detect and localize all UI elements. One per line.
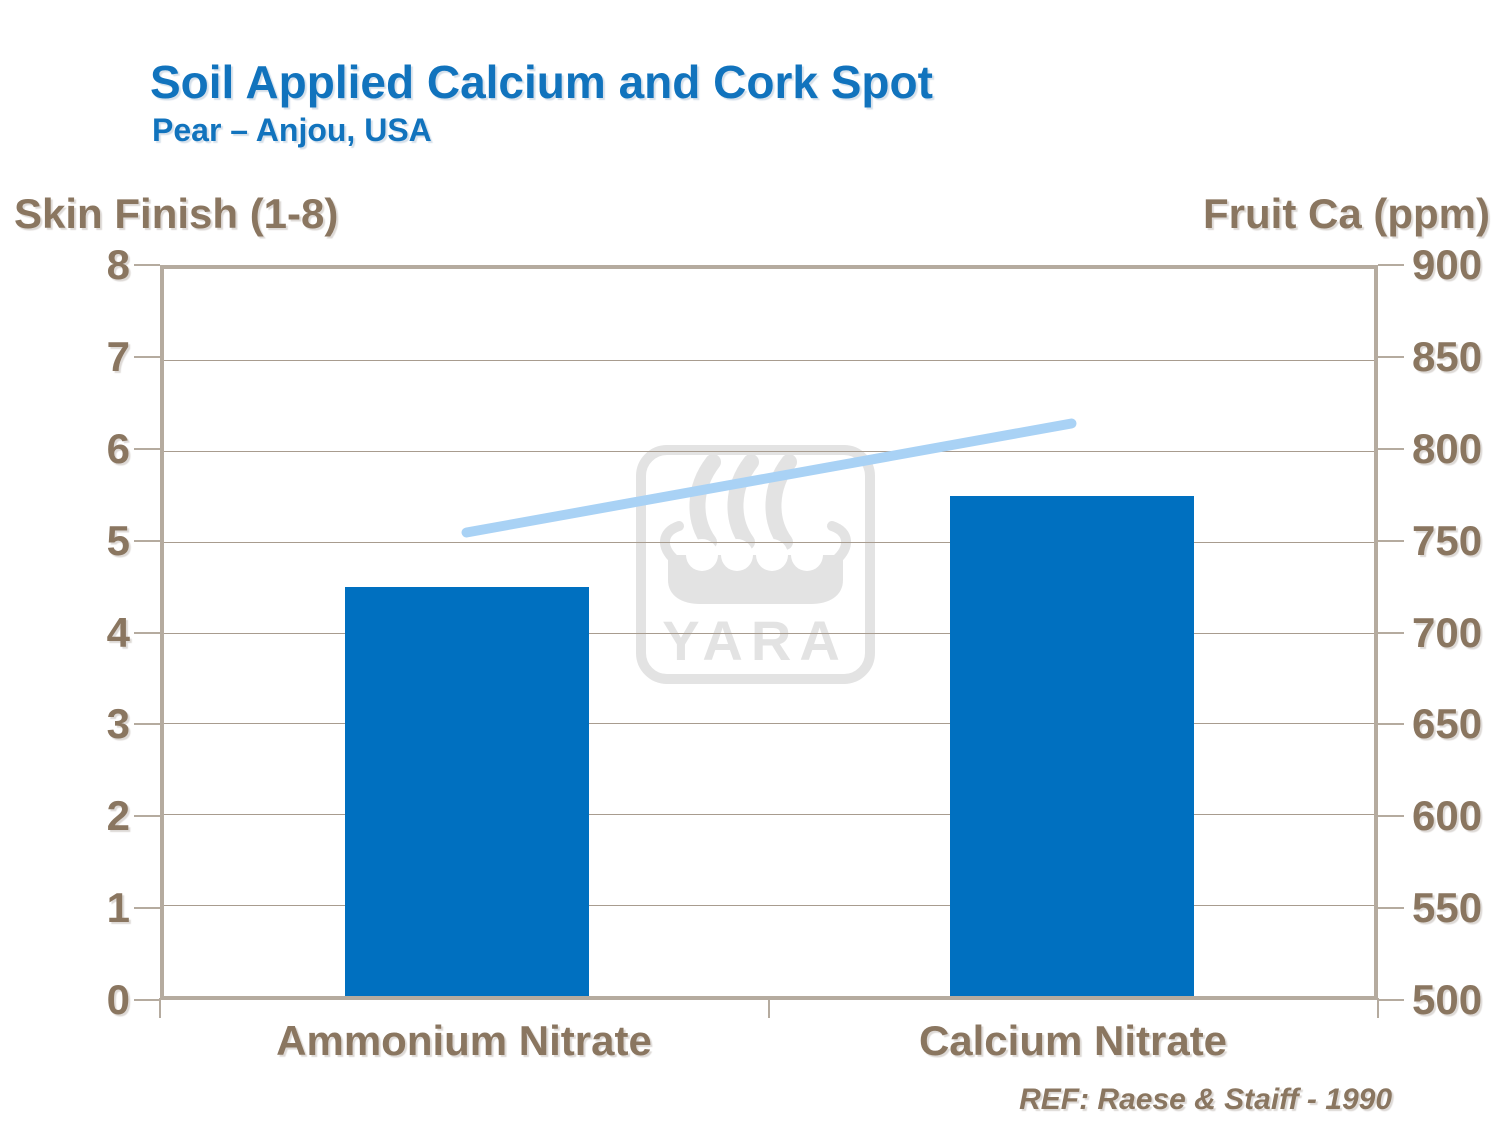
- gridline: [164, 814, 1374, 816]
- left-axis-tick-label: 5: [106, 517, 130, 564]
- right-axis-tick-label: 750: [1412, 517, 1483, 564]
- left-axis-tick-mark: [134, 264, 160, 266]
- right-axis-tick-label: 800: [1412, 425, 1483, 472]
- left-axis-tick-mark: [134, 907, 160, 909]
- right-axis-tick-label: 900: [1412, 241, 1483, 288]
- left-axis-tick-label: 1: [106, 884, 130, 931]
- left-axis-tick-mark: [134, 815, 160, 817]
- right-axis-tick-mark: [1378, 264, 1404, 266]
- chart-title: Soil Applied Calcium and Cork Spot: [150, 56, 933, 108]
- bottom-axis-tick-mark: [768, 998, 770, 1018]
- left-axis-tick-mark: [134, 448, 160, 450]
- reference-text: REF: Raese & Staiff - 1990: [1019, 1083, 1392, 1116]
- category-label-calcium-nitrate: Calcium Nitrate: [918, 1017, 1228, 1064]
- left-axis-tick-mark: [134, 540, 160, 542]
- fruit-ca-line: [461, 418, 1077, 538]
- right-axis-tick-label: 600: [1412, 792, 1483, 839]
- yara-watermark-icon: YARA: [636, 445, 875, 684]
- chart-subtitle: Pear – Anjou, USA: [152, 112, 432, 148]
- ship-sail-icon: [765, 454, 797, 550]
- plot-area: YARA: [160, 265, 1378, 1000]
- gridline: [164, 450, 1374, 452]
- left-axis-tick-label: 7: [106, 333, 130, 380]
- right-axis-tick-mark: [1378, 632, 1404, 634]
- right-axis-tick-label: 700: [1412, 609, 1483, 656]
- right-axis-tick-mark: [1378, 999, 1404, 1001]
- bar-ammonium-nitrate: [344, 587, 589, 996]
- category-label-ammonium-nitrate: Ammonium Nitrate: [276, 1017, 652, 1064]
- left-axis-tick-mark: [134, 999, 160, 1001]
- left-axis-tick-label: 2: [106, 792, 130, 839]
- bottom-axis-tick-mark: [159, 998, 161, 1018]
- right-axis-tick-label: 650: [1412, 700, 1483, 747]
- left-axis-tick-label: 0: [106, 976, 130, 1023]
- left-axis-tick-label: 3: [106, 700, 130, 747]
- gridline: [164, 359, 1374, 361]
- left-axis-title: Skin Finish (1-8): [14, 190, 339, 237]
- bar-calcium-nitrate: [949, 496, 1194, 996]
- ship-sail-icon: [727, 454, 759, 550]
- right-axis-tick-mark: [1378, 356, 1404, 358]
- right-axis-title: Fruit Ca (ppm): [1203, 190, 1490, 237]
- left-axis-tick-label: 4: [106, 609, 130, 656]
- right-axis-tick-mark: [1378, 907, 1404, 909]
- right-axis-tick-mark: [1378, 815, 1404, 817]
- watermark-wordmark: YARA: [662, 609, 848, 672]
- right-axis-tick-label: 850: [1412, 333, 1483, 380]
- left-axis-tick-mark: [134, 356, 160, 358]
- right-axis-tick-label: 500: [1412, 976, 1483, 1023]
- watermark-frame: [636, 445, 875, 684]
- left-axis-tick-mark: [134, 723, 160, 725]
- left-axis-tick-mark: [134, 632, 160, 634]
- gridline: [164, 632, 1374, 634]
- gridline: [164, 541, 1374, 543]
- bottom-axis-tick-mark: [1377, 998, 1379, 1018]
- right-axis-tick-mark: [1378, 448, 1404, 450]
- fruit-ca-line-series: [461, 418, 1077, 538]
- gridline: [164, 723, 1374, 725]
- left-axis-tick-label: 6: [106, 425, 130, 472]
- ship-sail-icon: [689, 454, 721, 550]
- right-axis-tick-label: 550: [1412, 884, 1483, 931]
- right-axis-tick-mark: [1378, 723, 1404, 725]
- left-axis-tick-label: 8: [106, 241, 130, 288]
- right-axis-tick-mark: [1378, 540, 1404, 542]
- gridline: [164, 905, 1374, 907]
- ship-shields: [686, 539, 823, 571]
